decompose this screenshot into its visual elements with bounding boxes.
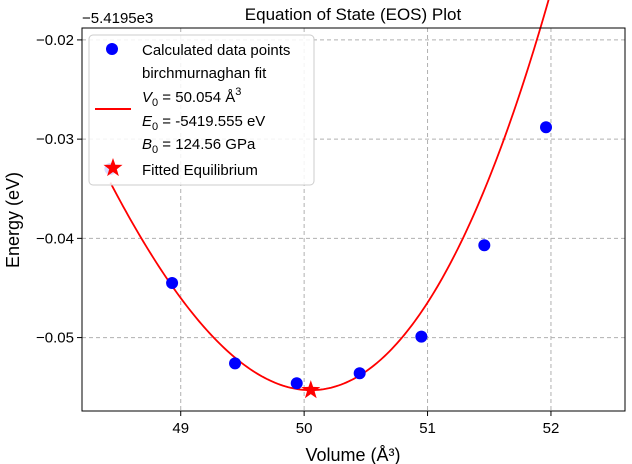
legend-marker-data-points	[106, 43, 118, 55]
legend: Calculated data points birchmurnaghan fi…	[88, 34, 315, 186]
data-point	[415, 330, 428, 343]
legend-box	[88, 34, 315, 186]
legend-e0-symbol: E	[142, 113, 153, 130]
legend-b0-symbol: B	[142, 136, 152, 153]
y-offset-label: −5.4195e3	[82, 10, 153, 27]
legend-label-v0: V0 = 50.054 Å3	[142, 86, 241, 109]
x-tick-label: 49	[172, 420, 189, 437]
legend-label-data-points: Calculated data points	[142, 42, 290, 59]
axes-frame	[81, 27, 626, 412]
y-tick-label: −0.05	[36, 330, 74, 347]
data-point	[290, 377, 303, 390]
data-point	[478, 239, 491, 252]
legend-star-shape	[103, 158, 123, 177]
chart-title: Equation of State (EOS) Plot	[245, 5, 462, 24]
y-tick-label: −0.04	[36, 230, 74, 247]
x-axis-label: Volume (Å³)	[305, 445, 400, 464]
x-tick-label: 51	[419, 420, 436, 437]
legend-v0-superscript: 3	[235, 86, 241, 98]
data-point	[353, 367, 366, 380]
x-tick-label: 52	[543, 420, 560, 437]
y-ticks: −0.05 −0.04 −0.03 −0.02	[36, 32, 82, 347]
legend-label-e0: E0 = -5419.555 eV	[142, 113, 265, 133]
equilibrium-layer	[301, 380, 321, 399]
legend-e0-value: = -5419.555 eV	[158, 113, 265, 130]
y-axis-label: Energy (eV)	[3, 172, 23, 268]
legend-label-b0: B0 = 124.56 GPa	[142, 136, 256, 156]
legend-v0-symbol: V	[142, 89, 154, 106]
data-point	[540, 121, 553, 134]
legend-marker-equilibrium-star	[103, 158, 123, 177]
data-point	[166, 277, 179, 290]
y-tick-label: −0.03	[36, 131, 74, 148]
data-points-layer	[104, 121, 553, 390]
legend-v0-subscript: 0	[152, 97, 158, 109]
y-tick-label: −0.02	[36, 32, 74, 49]
x-tick-label: 50	[296, 420, 313, 437]
legend-b0-value: = 124.56 GPa	[158, 136, 256, 153]
legend-b0-subscript: 0	[152, 144, 158, 156]
x-ticks: 49 50 51 52	[172, 411, 559, 437]
legend-label-fit: birchmurnaghan fit	[142, 65, 267, 82]
legend-e0-subscript: 0	[152, 121, 158, 133]
legend-label-equilibrium: Fitted Equilibrium	[142, 162, 258, 179]
legend-v0-value: = 50.054 Å	[158, 89, 235, 106]
data-point	[229, 357, 242, 370]
equilibrium-star	[301, 380, 321, 399]
